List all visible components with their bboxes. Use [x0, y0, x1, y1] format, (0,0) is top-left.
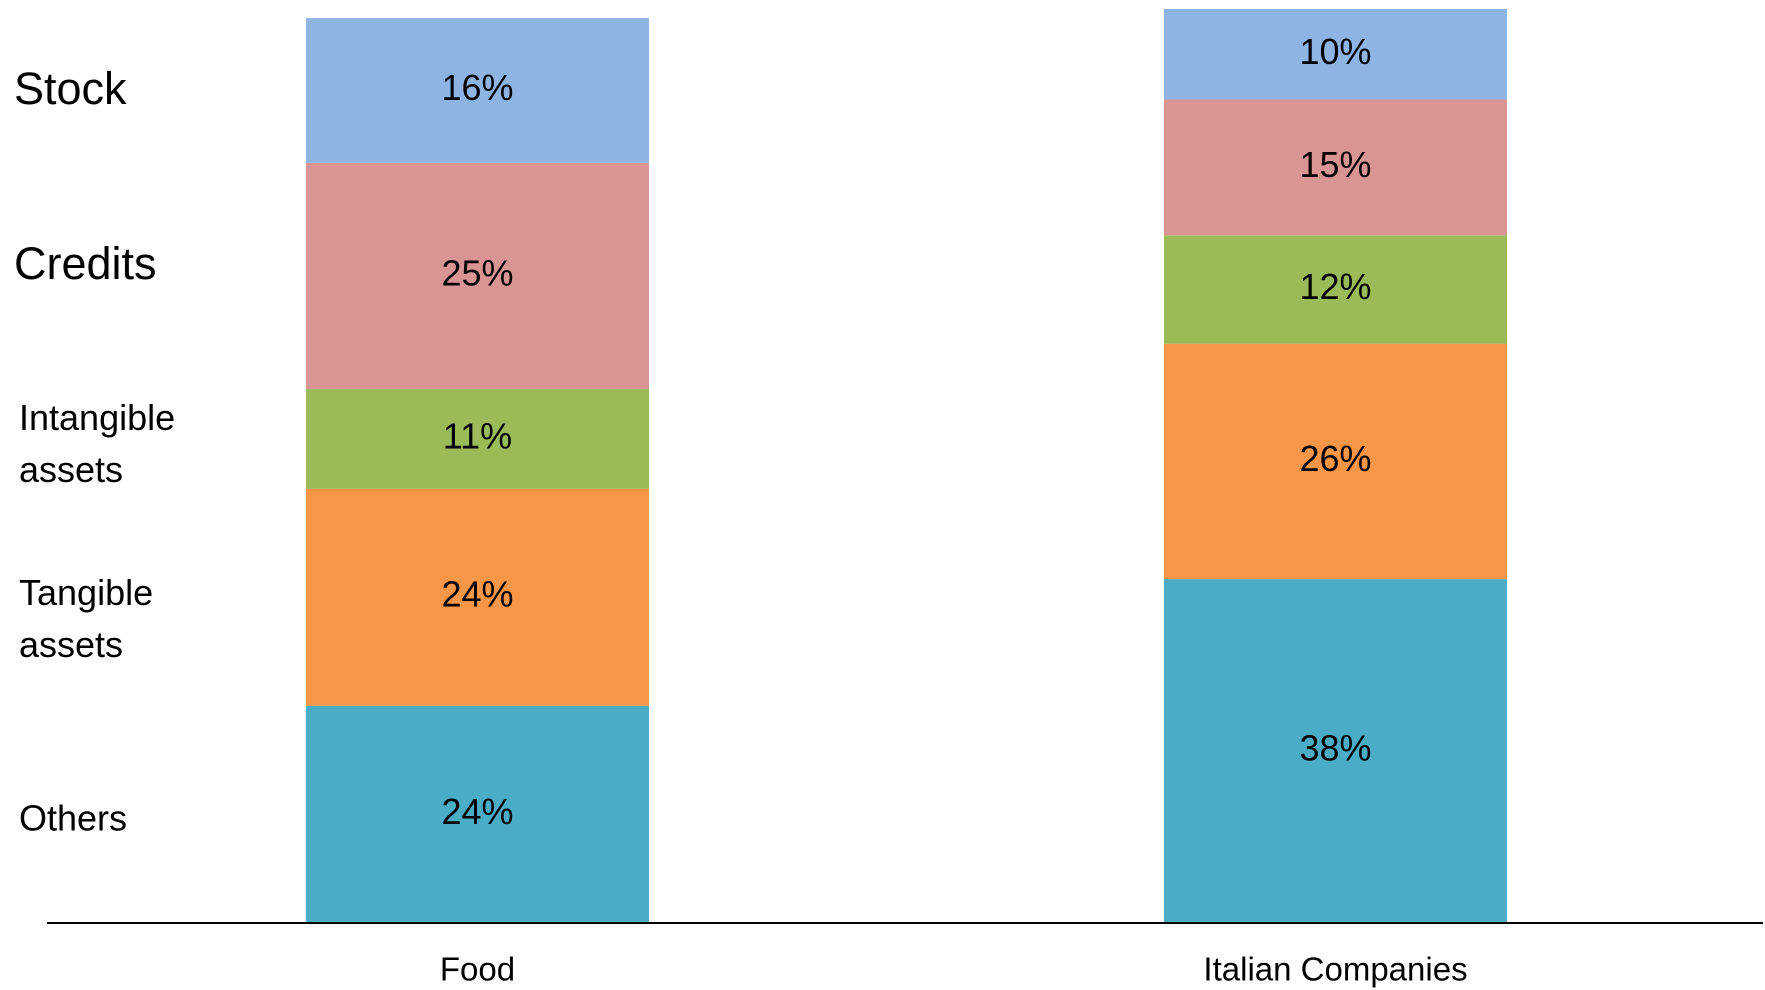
- value-label: 25%: [441, 252, 513, 293]
- bar-segment: [1164, 579, 1507, 923]
- bar-segment: [306, 705, 649, 923]
- bar-segment: [1164, 343, 1507, 580]
- bar-segment: [1164, 99, 1507, 236]
- value-label: 24%: [441, 791, 513, 832]
- value-label: 15%: [1299, 144, 1371, 185]
- value-label: 12%: [1299, 266, 1371, 307]
- value-label: 16%: [441, 67, 513, 108]
- value-label: 24%: [441, 574, 513, 615]
- bar-segment: [1164, 235, 1507, 344]
- x-tick-label: Italian Companies: [1203, 951, 1467, 988]
- value-label: 26%: [1299, 438, 1371, 479]
- legend-label: Stock: [14, 63, 127, 114]
- legend-label: Others: [19, 798, 127, 839]
- bar-segment: [1164, 9, 1507, 100]
- legend-label: Intangible assets: [19, 397, 175, 490]
- value-label: 10%: [1299, 31, 1371, 72]
- bar-segment: [306, 488, 649, 706]
- x-tick-label: Food: [440, 951, 515, 988]
- legend-label: Tangible assets: [19, 572, 153, 665]
- value-label: 38%: [1299, 728, 1371, 769]
- value-label: 11%: [443, 415, 512, 456]
- bar-segment: [306, 18, 649, 163]
- bar-segment: [306, 389, 649, 489]
- legend-label: Credits: [14, 238, 157, 289]
- bar-segment: [306, 162, 649, 390]
